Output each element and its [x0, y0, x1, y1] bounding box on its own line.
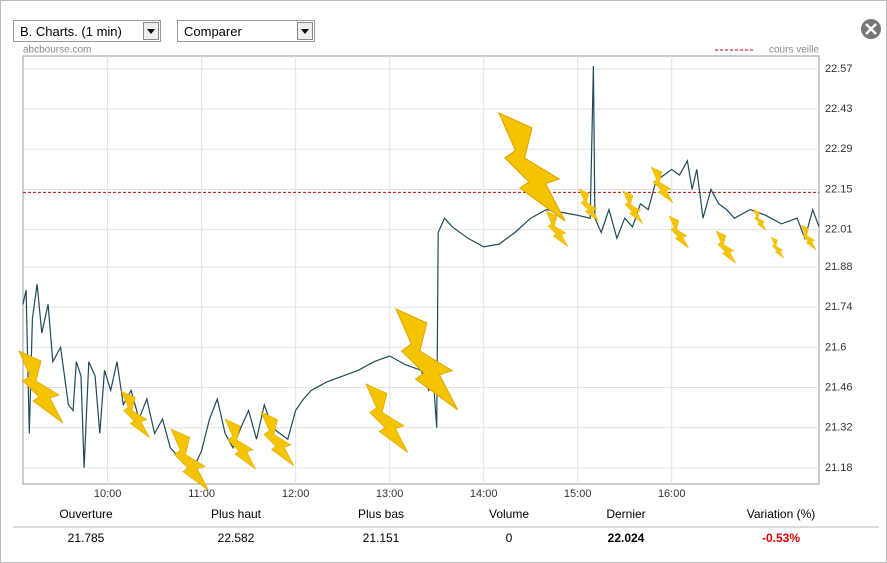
x-tick-label: 15:00 — [564, 488, 592, 500]
period-select[interactable]: B. Charts. (1 min) — [13, 20, 161, 42]
y-tick-label: 22.29 — [825, 143, 853, 155]
stat-header: Plus haut — [211, 507, 262, 521]
plot: 21.18 21.32 21.46 21.6 21.74 21.88 22.01 22.15 2… — [22, 56, 853, 500]
news-icon[interactable] — [800, 224, 817, 251]
dropdown-arrow[interactable] — [297, 22, 313, 40]
news-icon[interactable] — [498, 112, 566, 222]
stat-value: -0.53% — [762, 531, 800, 545]
period-select-text: B. Charts. (1 min) — [20, 24, 122, 39]
news-icon[interactable] — [395, 308, 459, 411]
stat-value: 21.151 — [363, 531, 400, 545]
stat-header: Ouverture — [59, 507, 113, 521]
dropdown-arrow[interactable] — [143, 22, 159, 40]
news-icon[interactable] — [170, 428, 209, 491]
stat-value: 0 — [506, 531, 513, 545]
y-tick-label: 21.74 — [825, 301, 853, 313]
news-icon[interactable] — [770, 236, 785, 259]
y-tick-label: 22.15 — [825, 183, 853, 195]
news-icon[interactable] — [120, 390, 150, 439]
stat-value: 21.785 — [68, 531, 105, 545]
y-tick-label: 21.32 — [825, 422, 853, 434]
y-tick-label: 22.01 — [825, 224, 853, 236]
close-button[interactable] — [861, 19, 881, 39]
x-tick-label: 12:00 — [282, 488, 310, 500]
news-icon[interactable] — [715, 230, 736, 264]
news-icon[interactable] — [260, 411, 295, 467]
price-line — [22, 65, 820, 469]
x-tick-label: 14:00 — [470, 488, 498, 500]
stat-header: Dernier — [606, 507, 645, 521]
news-icon[interactable] — [224, 418, 257, 470]
x-tick-label: 10:00 — [94, 488, 122, 500]
stat-header: Plus bas — [358, 507, 404, 521]
x-tick-label: 16:00 — [658, 488, 686, 500]
x-tick-label: 11:00 — [188, 488, 215, 500]
news-icon[interactable] — [545, 210, 569, 248]
compare-select[interactable]: Comparer — [177, 20, 315, 42]
legend-label: cours veille — [769, 45, 819, 56]
stat-header: Volume — [489, 507, 529, 521]
source-label: abcbourse.com — [23, 45, 91, 56]
y-tick-label: 22.57 — [825, 63, 853, 75]
compare-select-text: Comparer — [184, 24, 242, 39]
y-tick-label: 22.43 — [825, 103, 853, 115]
y-tick-label: 21.88 — [825, 261, 853, 273]
plot-frame — [22, 55, 820, 485]
y-tick-label: 21.46 — [825, 381, 853, 393]
y-tick-label: 21.6 — [825, 341, 846, 353]
news-icon[interactable] — [752, 208, 767, 231]
stat-header: Variation (%) — [747, 507, 815, 521]
news-icon[interactable] — [365, 383, 409, 453]
news-icon[interactable] — [18, 350, 64, 424]
y-tick-label: 21.18 — [825, 462, 853, 474]
stat-value: 22.024 — [608, 531, 645, 545]
stat-value: 22.582 — [218, 531, 255, 545]
x-tick-label: 13:00 — [376, 488, 404, 500]
